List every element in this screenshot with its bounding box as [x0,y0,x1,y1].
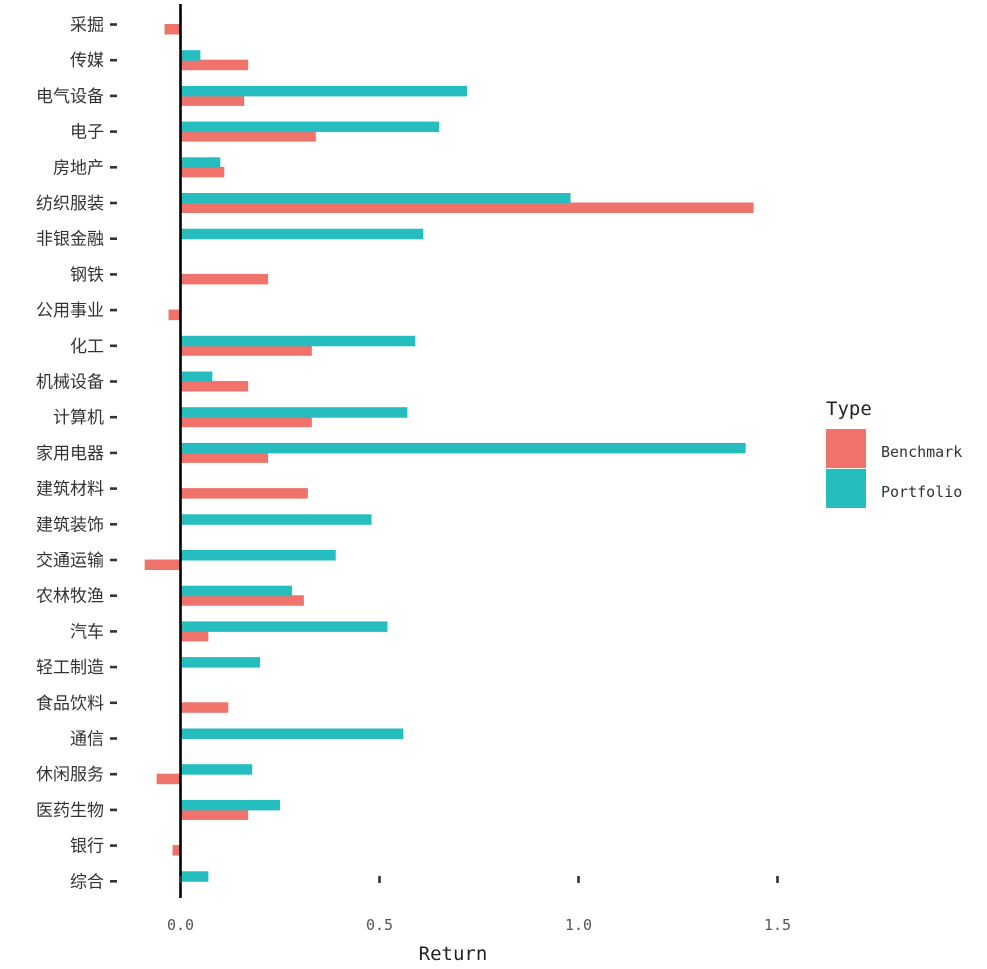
portfolio-bar [180,50,201,61]
portfolio-bar [180,193,571,204]
benchmark-legend-label: Benchmark [881,443,962,461]
category-label: 银行 [70,837,104,857]
benchmark-bar [180,345,312,356]
benchmark-legend-swatch [826,429,866,469]
portfolio-bar [180,871,209,882]
x-tick-label: 1.5 [764,916,791,934]
bars-group [144,24,754,882]
portfolio-bar [180,228,424,240]
category-axis: 采掘传媒电气设备电子房地产纺织服装非银金融钢铁公用事业化工机械设备计算机家用电器… [36,16,117,892]
category-label: 采掘 [70,16,104,36]
portfolio-bar [180,514,372,525]
benchmark-bar [180,131,316,142]
portfolio-bar [180,550,336,561]
category-label: 休闲服务 [36,765,104,785]
benchmark-bar [156,773,181,785]
category-label: 电子 [70,123,104,143]
x-tick-label: 0.5 [366,916,393,934]
portfolio-bar [180,85,468,97]
benchmark-bar [180,452,269,463]
benchmark-bar [180,202,754,213]
category-label: 家用电器 [36,444,104,464]
benchmark-bar [180,630,209,642]
category-label: 医药生物 [36,801,104,821]
category-label: 化工 [70,337,104,357]
benchmark-bar [180,59,249,71]
x-axis: 0.0 0.5 1.0 1.5 [167,876,791,934]
portfolio-bar [180,585,292,597]
portfolio-bar [180,371,213,382]
category-label: 电气设备 [36,87,104,107]
x-axis-title: Return [419,943,488,965]
category-label: 非银金融 [36,230,104,250]
portfolio-bar [180,657,261,668]
benchmark-bar [180,166,225,178]
category-label: 传媒 [70,51,104,71]
category-label: 轻工制造 [36,658,104,678]
category-label: 汽车 [70,622,104,642]
portfolio-bar [180,121,440,133]
category-label: 纺织服装 [36,194,104,214]
benchmark-bar [172,845,181,856]
category-label: 计算机 [53,408,104,428]
x-tick-label: 1.0 [565,916,592,934]
category-label: 建筑材料 [36,480,104,500]
benchmark-bar [168,309,181,321]
benchmark-bar [180,809,249,820]
category-label: 房地产 [53,158,104,178]
category-label: 建筑装饰 [36,515,104,535]
portfolio-bar [180,764,253,775]
x-tick-label: 0.0 [167,916,194,934]
category-label: 公用事业 [36,301,104,321]
category-label: 综合 [70,872,104,892]
benchmark-bar [180,381,249,392]
portfolio-legend-label: Portfolio [881,483,962,501]
legend: Type Benchmark Portfolio [826,398,962,510]
portfolio-bar [180,728,404,739]
portfolio-legend-swatch [826,469,866,509]
category-label: 交通运输 [36,551,104,571]
portfolio-bar [180,442,746,454]
portfolio-bar [180,407,408,418]
legend-title: Type [826,398,872,420]
category-label: 钢铁 [70,265,104,285]
portfolio-bar [180,799,280,811]
portfolio-bar [180,621,388,632]
benchmark-bar [180,416,312,428]
benchmark-bar [144,559,181,570]
portfolio-bar [180,157,221,168]
benchmark-bar [180,273,269,285]
benchmark-bar [180,488,308,499]
benchmark-bar [180,702,229,713]
category-label: 通信 [70,730,104,750]
category-label: 食品饮料 [36,694,104,714]
benchmark-bar [180,595,304,606]
portfolio-bar [180,335,416,347]
category-label: 农林牧渔 [36,587,104,607]
benchmark-bar [180,95,245,106]
category-label: 机械设备 [36,373,104,393]
benchmark-bar [164,24,181,35]
